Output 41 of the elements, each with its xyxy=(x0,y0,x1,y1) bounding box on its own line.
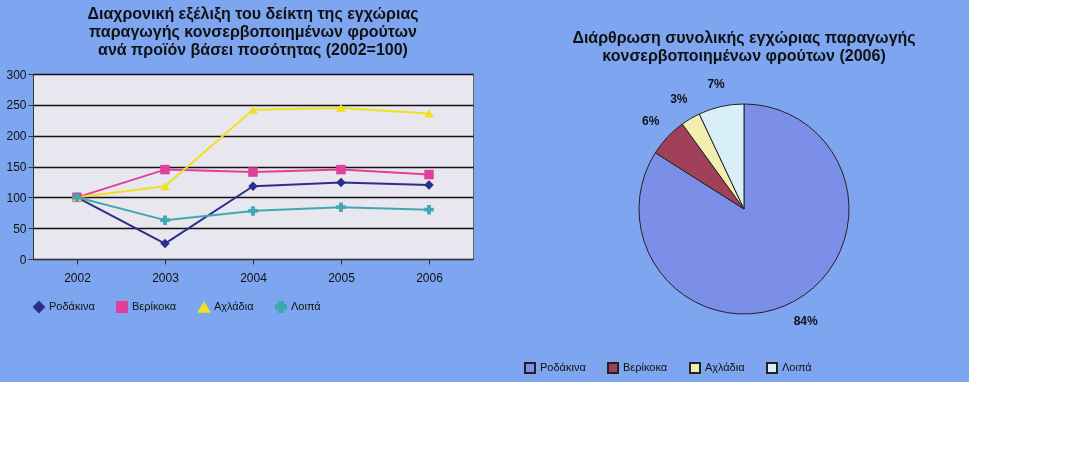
y-tick-label: 200 xyxy=(6,129,27,144)
y-tick-label: 100 xyxy=(6,190,27,205)
y-tick-label: 50 xyxy=(13,221,27,236)
y-tick-label: 0 xyxy=(19,252,27,267)
point xyxy=(160,164,170,175)
legend-label: Λοιπά xyxy=(782,361,813,373)
y-tick-label: 250 xyxy=(6,98,27,113)
data-label: 6% xyxy=(642,114,660,129)
x-tick-label: 2006 xyxy=(416,270,444,285)
point xyxy=(160,182,170,191)
chart-title: Διαχρονική εξέλιξη του δείκτη της εγχώριας παραγωγής κονσερβοποιημένων φρούτων ανά προϊόν βάσει ποσότητας (2002=100) xyxy=(87,5,419,59)
point xyxy=(248,206,258,216)
point xyxy=(336,177,346,188)
point xyxy=(424,169,434,180)
y-tick-label: 300 xyxy=(6,67,27,82)
point xyxy=(160,238,170,249)
data-label: 3% xyxy=(670,91,688,106)
data-label: 84% xyxy=(793,314,818,329)
pie-slice xyxy=(638,103,850,315)
legend-label: Αχλάδια xyxy=(705,361,746,373)
legend-label: Ροδάκινα xyxy=(49,300,96,312)
data-label: 7% xyxy=(707,77,726,92)
legend-label: Αχλάδια xyxy=(214,300,255,313)
x-tick-label: 2002 xyxy=(64,270,92,285)
point xyxy=(336,202,346,212)
point xyxy=(248,167,258,177)
x-tick-label: 2004 xyxy=(240,270,268,285)
point xyxy=(336,103,346,113)
x-tick-label: 2005 xyxy=(328,270,356,285)
legend-label: Ροδάκινα xyxy=(540,361,587,373)
x-tick-label: 2003 xyxy=(152,270,180,285)
point xyxy=(336,164,346,175)
y-tick-label: 150 xyxy=(6,160,27,174)
legend-label: Βερίκοκα xyxy=(132,300,177,312)
legend-label: Βερίκοκα xyxy=(623,361,668,373)
legend-label: Λοιπά xyxy=(291,300,322,312)
point xyxy=(160,215,170,225)
chart-title: Διάρθρωση συνολικής εγχώριας παραγωγής κονσερβοποιημένων φρούτων (2006) xyxy=(572,29,916,64)
point xyxy=(424,109,434,118)
point xyxy=(248,105,258,114)
point xyxy=(424,204,434,215)
